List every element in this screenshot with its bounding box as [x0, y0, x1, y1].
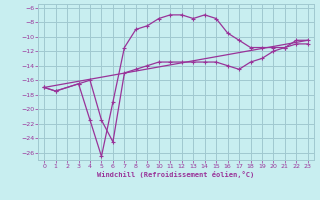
X-axis label: Windchill (Refroidissement éolien,°C): Windchill (Refroidissement éolien,°C): [97, 171, 255, 178]
